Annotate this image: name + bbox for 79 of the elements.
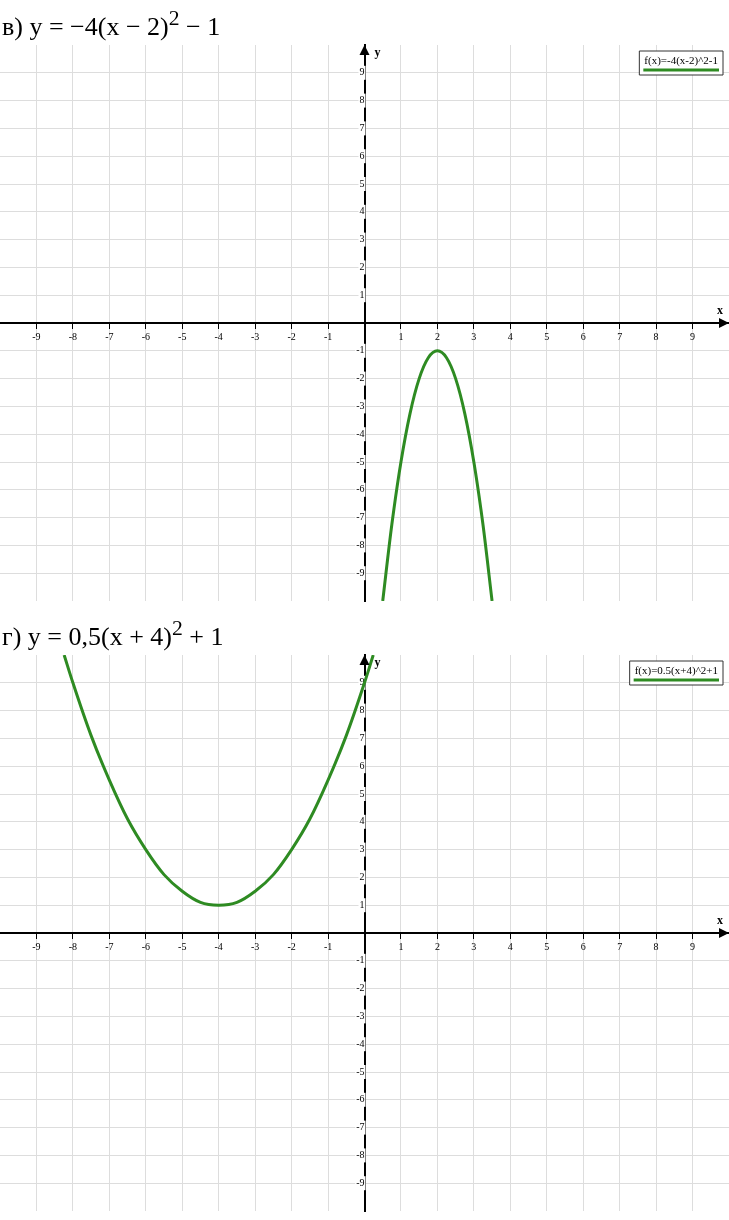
y-tick-label: 4 xyxy=(359,205,365,217)
x-tick-label: 1 xyxy=(398,330,404,342)
y-tick-label: -2 xyxy=(356,982,365,994)
x-tick-label: -5 xyxy=(178,330,187,342)
y-tick-label: -3 xyxy=(356,400,365,412)
x-tick-label: -8 xyxy=(68,330,78,342)
y-tick-label: -9 xyxy=(356,566,365,578)
y-tick-label: 6 xyxy=(359,149,365,161)
y-tick-label: 5 xyxy=(359,787,365,799)
x-tick-label: 2 xyxy=(434,330,440,342)
y-tick-label: 1 xyxy=(359,288,365,300)
text: f(x)=0.5(x+4)^2+1 xyxy=(634,663,719,677)
y-tick-label: -5 xyxy=(356,455,365,467)
y-tick-label: 1 xyxy=(359,898,365,910)
y-axis-title: y xyxy=(374,655,381,670)
y-tick-label: 3 xyxy=(359,843,365,855)
x-tick-label: -6 xyxy=(141,940,150,952)
chart-title: г) y = 0,5(x + 4)$^{2}$ + 1 xyxy=(1,615,225,651)
y-tick-label: -8 xyxy=(356,1149,365,1161)
x-tick-label: -3 xyxy=(250,940,260,952)
x-tick-label: 5 xyxy=(544,330,550,342)
y-tick-label: -3 xyxy=(356,1010,365,1022)
x-tick-label: 9 xyxy=(690,330,696,342)
y-tick-label: -2 xyxy=(356,372,365,384)
x-tick-label: 8 xyxy=(653,940,659,952)
x-tick-label: 6 xyxy=(580,330,586,342)
x-tick-label: -3 xyxy=(250,330,260,342)
x-tick-label: -5 xyxy=(178,940,187,952)
x-tick-label: -7 xyxy=(105,330,114,342)
x-axis-title: x xyxy=(717,303,723,318)
chart-title: в) y = −4(x − 2)$^{2}$ − 1 xyxy=(1,5,222,41)
y-tick-label: 8 xyxy=(359,704,365,716)
x-tick-label: 8 xyxy=(653,330,659,342)
x-tick-label: 3 xyxy=(471,330,477,342)
x-tick-label: -2 xyxy=(287,940,296,952)
x-tick-label: 9 xyxy=(690,940,696,952)
x-tick-label: 1 xyxy=(398,940,404,952)
y-tick-label: -7 xyxy=(356,1121,365,1133)
x-tick-label: 4 xyxy=(507,330,513,342)
y-tick-label: 5 xyxy=(359,177,365,189)
y-tick-label: -5 xyxy=(356,1065,365,1077)
y-axis-title: y xyxy=(374,45,381,60)
x-tick-label: -7 xyxy=(105,940,114,952)
y-tick-label: 2 xyxy=(359,871,365,883)
x-tick-label: -2 xyxy=(287,330,296,342)
y-tick-label: -4 xyxy=(356,1037,365,1049)
y-tick-label: -7 xyxy=(356,511,365,523)
y-tick-label: 3 xyxy=(359,233,365,245)
x-axis-title: x xyxy=(717,913,723,928)
y-tick-label: -1 xyxy=(356,344,365,356)
y-tick-label: -4 xyxy=(356,427,365,439)
text: f(x)=-4(x-2)^2-1 xyxy=(644,53,718,67)
y-tick-label: 8 xyxy=(359,94,365,106)
x-tick-label: -8 xyxy=(68,940,78,952)
x-tick-label: 5 xyxy=(544,940,550,952)
y-tick-label: 2 xyxy=(359,261,365,273)
x-tick-label: 6 xyxy=(580,940,586,952)
x-tick-label: -9 xyxy=(32,330,41,342)
x-tick-label: -9 xyxy=(32,940,41,952)
y-tick-label: -8 xyxy=(356,539,365,551)
x-tick-label: 7 xyxy=(617,940,623,952)
x-tick-label: 2 xyxy=(434,940,440,952)
x-tick-label: -4 xyxy=(214,940,223,952)
y-tick-label: -6 xyxy=(356,1093,365,1105)
x-tick-label: -1 xyxy=(323,330,333,342)
x-tick-label: 3 xyxy=(471,940,477,952)
y-tick-label: -6 xyxy=(356,483,365,495)
y-tick-label: 7 xyxy=(359,122,365,134)
y-tick-label: 6 xyxy=(359,759,365,771)
y-tick-label: 4 xyxy=(359,815,365,827)
x-tick-label: -6 xyxy=(141,330,150,342)
y-tick-label: 9 xyxy=(359,66,365,78)
x-tick-label: 7 xyxy=(617,330,623,342)
x-tick-label: 4 xyxy=(507,940,513,952)
y-tick-label: 7 xyxy=(359,732,365,744)
y-tick-label: -1 xyxy=(356,954,365,966)
x-tick-label: -4 xyxy=(214,330,223,342)
y-tick-label: -9 xyxy=(356,1176,365,1188)
x-tick-label: -1 xyxy=(323,940,333,952)
